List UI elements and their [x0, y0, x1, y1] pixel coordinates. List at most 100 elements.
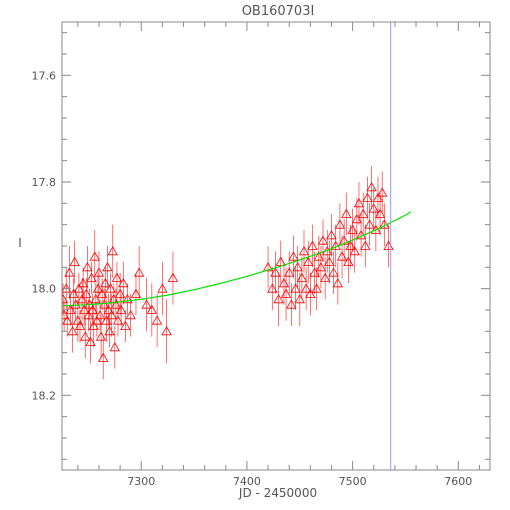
triangle-marker [305, 288, 316, 298]
triangle-marker [328, 267, 339, 277]
data-point [286, 283, 297, 326]
data-point [300, 267, 312, 310]
data-point [284, 251, 295, 294]
triangle-marker [353, 198, 365, 208]
triangle-marker [65, 304, 76, 314]
data-point [345, 224, 356, 268]
triangle-marker [157, 283, 168, 293]
triangle-marker [347, 224, 358, 234]
data-point [94, 299, 106, 332]
y-tick-label: 18.2 [32, 389, 57, 402]
triangle-marker [161, 326, 172, 336]
x-axis-label: JD - 2450000 [238, 486, 317, 500]
x-tick-label: 7600 [444, 475, 472, 488]
triangle-marker [358, 208, 369, 218]
data-point [146, 283, 158, 337]
triangle-marker [332, 278, 344, 288]
x-tick-label: 7400 [233, 475, 261, 488]
triangle-marker [80, 331, 91, 341]
triangle-marker [102, 262, 113, 272]
triangle-marker [94, 310, 106, 320]
y-tick-label: 17.6 [32, 69, 57, 82]
triangle-marker [366, 182, 377, 192]
data-point [77, 267, 89, 300]
data-point [347, 208, 358, 252]
data-point [343, 240, 354, 284]
data-point [82, 246, 93, 289]
triangle-marker [273, 294, 284, 304]
triangle-marker [83, 310, 94, 320]
data-point [349, 230, 360, 273]
triangle-marker [74, 320, 86, 330]
triangle-marker [368, 203, 379, 213]
data-point [336, 235, 348, 278]
triangle-marker [85, 336, 96, 346]
data-point [313, 235, 324, 278]
data-point [103, 294, 114, 326]
data-point [334, 203, 346, 246]
data-point [351, 198, 363, 241]
data-point [161, 299, 172, 364]
data-point [317, 219, 329, 262]
data-point [377, 171, 388, 214]
triangle-marker [267, 283, 278, 293]
triangle-marker [91, 315, 103, 325]
data-point [92, 272, 104, 305]
data-point [294, 272, 305, 326]
triangle-marker [125, 310, 136, 320]
triangle-marker [107, 246, 118, 256]
triangle-marker [92, 283, 104, 293]
data-point [303, 240, 314, 284]
data-point [353, 182, 365, 225]
triangle-marker [141, 299, 152, 309]
triangle-marker [146, 304, 158, 314]
data-point [98, 336, 109, 380]
triangle-marker [120, 320, 131, 330]
chart-title: OB160703I [242, 4, 315, 19]
triangle-marker [334, 219, 346, 229]
data-point [107, 224, 118, 278]
triangle-marker [112, 315, 124, 325]
triangle-marker [298, 246, 310, 256]
triangle-marker [82, 262, 93, 272]
triangle-marker [360, 240, 371, 250]
data-point [151, 294, 163, 348]
data-point [111, 262, 123, 294]
triangle-marker [280, 288, 292, 298]
data-point [270, 251, 281, 294]
data-point [298, 230, 310, 273]
triangle-marker [77, 278, 89, 288]
triangle-marker [262, 262, 274, 272]
triangle-marker [326, 230, 337, 240]
triangle-marker [62, 310, 70, 320]
data-point [305, 272, 316, 316]
data-point [89, 230, 100, 284]
data-point [86, 262, 97, 294]
axes-layer: 7300 7400 7500 7600 17.6 17.8 18.0 18.2 [32, 21, 491, 488]
data-point [62, 299, 70, 332]
y-axis-label: I [18, 236, 22, 250]
data-point [120, 310, 131, 342]
triangle-marker [103, 304, 114, 314]
triangle-marker [315, 262, 327, 272]
triangle-marker [284, 267, 295, 277]
x-tick-label: 7300 [127, 475, 155, 488]
triangle-marker [88, 320, 99, 330]
plot-area [62, 22, 412, 470]
triangle-marker [105, 283, 116, 293]
triangle-marker [300, 283, 312, 293]
triangle-marker [167, 272, 179, 282]
data-point [130, 272, 142, 316]
triangle-marker [296, 272, 308, 282]
data-point [95, 315, 107, 358]
data-point [307, 224, 318, 268]
y-tick-label: 18.0 [32, 283, 57, 296]
data-point [67, 310, 78, 353]
data-point [102, 246, 113, 289]
data-point [311, 267, 322, 310]
data-point [364, 203, 375, 246]
triangle-marker [288, 251, 299, 261]
model-curve [62, 211, 412, 307]
triangle-marker [64, 267, 75, 277]
triangle-marker [370, 224, 382, 234]
